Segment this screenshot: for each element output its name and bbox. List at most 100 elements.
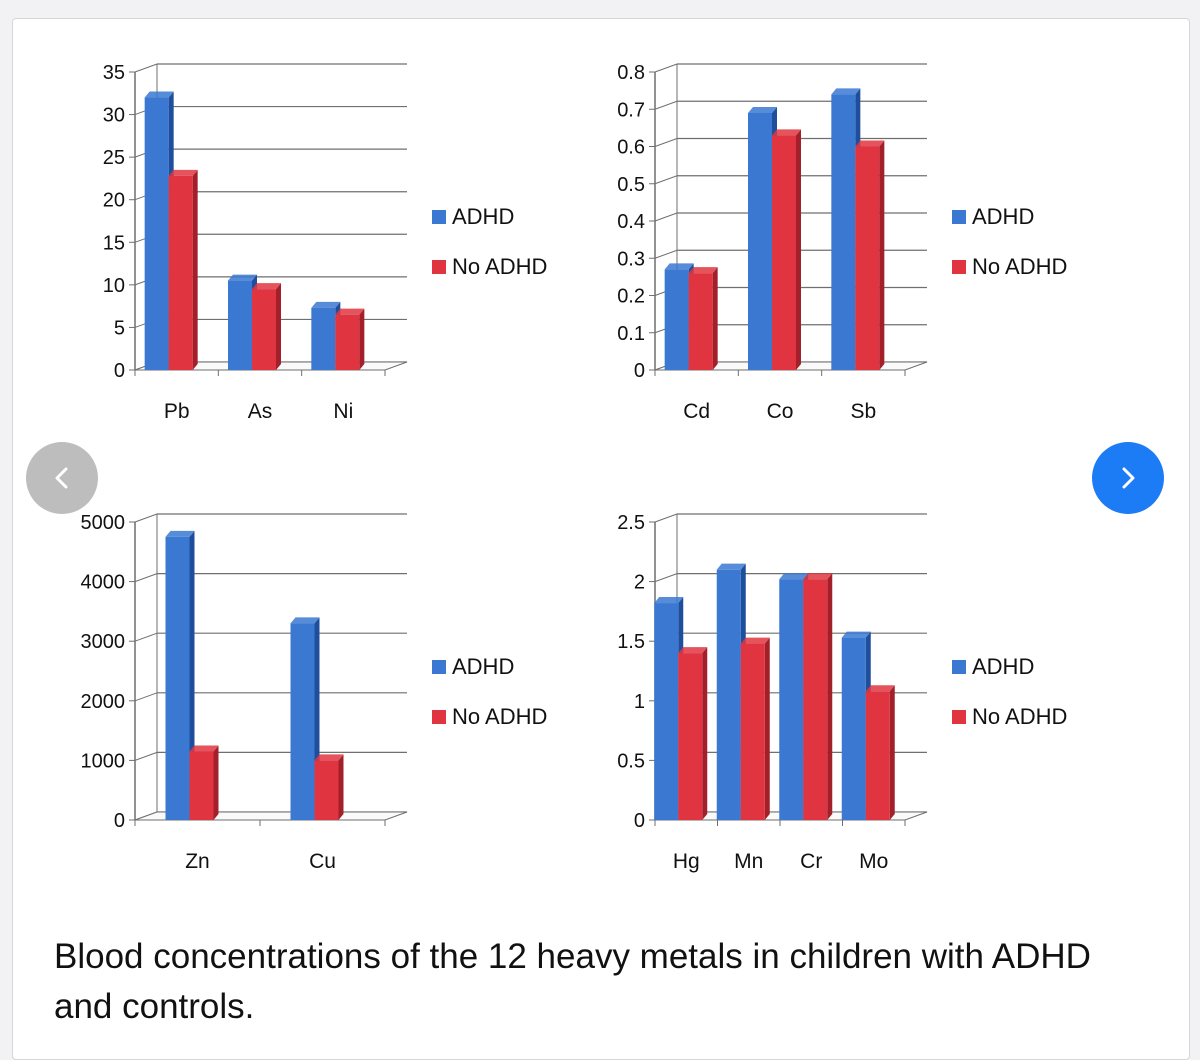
y-tick-label: 1 [634, 691, 645, 713]
x-tick-label-hg: Hg [673, 850, 700, 873]
bar-front [654, 603, 679, 820]
legend-swatch-no-adhd [952, 260, 966, 274]
chart-hg-mn-cr-mo: 0 0.5 1 1.5 2 2.5 Hg Mn Cr Mo ADHD No ADHD [617, 512, 1067, 873]
y-tick-label: 2.5 [617, 512, 645, 534]
bar-mn-no-adhd [740, 637, 770, 820]
bar-as-no-adhd [252, 283, 281, 370]
bar-mo-no-adhd [865, 685, 895, 820]
bar-front [772, 135, 796, 370]
chevron-right-icon [1122, 467, 1135, 489]
y-tick-label: 5000 [81, 512, 126, 534]
bar-hg-no-adhd [678, 647, 708, 820]
x-tick-label-mn: Mn [734, 850, 763, 873]
bar-top [165, 530, 195, 537]
y-tick-label: 0 [634, 810, 645, 832]
bar-front [748, 112, 772, 370]
bar-front [228, 280, 252, 370]
bar-side [213, 745, 219, 820]
bar-top [865, 685, 895, 692]
legend-swatch-no-adhd [432, 260, 446, 274]
grid-depth-line [654, 175, 678, 185]
y-tick-label: 0.5 [617, 174, 645, 196]
grid-depth-line [134, 632, 158, 642]
bar-side [796, 129, 801, 370]
legend-label-adhd: ADHD [972, 654, 1034, 679]
legend-label-adhd: ADHD [452, 204, 514, 229]
y-tick-label: 0.8 [617, 62, 645, 84]
y-tick-label: 0.5 [617, 750, 645, 772]
bar-sb-no-adhd [855, 140, 885, 370]
bar-as-adhd [228, 274, 257, 370]
legend-label-adhd: ADHD [452, 654, 514, 679]
y-tick-label: 5 [114, 317, 125, 339]
legend-swatch-no-adhd [952, 710, 966, 724]
bar-front [779, 579, 804, 820]
y-tick-label: 3000 [81, 631, 126, 653]
bar-top [779, 573, 809, 580]
y-tick-label: 0.6 [617, 137, 645, 159]
legend-label-no-adhd: No ADHD [972, 254, 1067, 279]
y-tick-label: 0.7 [617, 99, 645, 121]
bar-top [290, 617, 320, 624]
grid-depth-line [654, 513, 678, 523]
bar-top [228, 274, 257, 281]
bar-top [168, 169, 198, 176]
grid-depth-line [134, 751, 158, 761]
bar-ni-no-adhd [335, 308, 365, 370]
x-tick-label-pb: Pb [164, 400, 190, 423]
previous-image-button[interactable] [26, 442, 98, 514]
x-tick-label-cd: Cd [683, 400, 710, 423]
y-tick-label: 2000 [81, 691, 126, 713]
x-tick-label-sb: Sb [850, 400, 876, 423]
bar-front [855, 146, 880, 370]
bar-front [841, 637, 866, 820]
bar-cu-no-adhd [314, 754, 344, 820]
bar-front [688, 273, 713, 370]
bar-front [314, 760, 339, 820]
figure-caption: Blood concentrations of the 12 heavy met… [54, 937, 1091, 1026]
next-image-button[interactable] [1092, 442, 1164, 514]
bar-front [168, 175, 193, 370]
bar-top [335, 308, 365, 315]
grid-depth-line [134, 692, 158, 702]
bar-zn-no-adhd [189, 745, 219, 820]
bar-side [702, 647, 708, 820]
bar-pb-no-adhd [168, 169, 198, 370]
bar-top [144, 91, 174, 98]
y-tick-label: 25 [103, 147, 125, 169]
grid-depth-line [134, 513, 158, 523]
bar-front [252, 289, 276, 370]
bar-side [827, 573, 833, 820]
bar-front [290, 623, 315, 820]
bar-cd-no-adhd [688, 267, 718, 370]
grid-depth-line [654, 100, 678, 110]
bar-side [338, 754, 344, 820]
y-tick-label: 0 [634, 360, 645, 382]
y-tick-label: 30 [103, 105, 125, 127]
legend-swatch-adhd [432, 210, 446, 224]
legend-swatch-adhd [952, 660, 966, 674]
bar-top [841, 631, 871, 638]
y-tick-label: 2 [634, 572, 645, 594]
legend-swatch-adhd [952, 210, 966, 224]
grid-depth-line [654, 63, 678, 73]
bar-top [314, 754, 344, 761]
x-tick-label-zn: Zn [185, 850, 210, 873]
bar-cr-no-adhd [803, 573, 833, 820]
y-tick-label: 0.4 [617, 211, 645, 233]
bar-front [831, 94, 856, 370]
bar-front [740, 643, 765, 820]
bar-top [252, 283, 281, 290]
y-tick-label: 20 [103, 190, 125, 212]
legend-label-no-adhd: No ADHD [452, 254, 547, 279]
bar-front [189, 751, 214, 820]
chevron-left-icon [55, 467, 68, 489]
chart-pb-as-ni: 0 5 10 15 20 25 30 35 Pb As Ni ADHD No ADHD [103, 62, 548, 423]
bar-top [189, 745, 219, 752]
legend-label-no-adhd: No ADHD [972, 704, 1067, 729]
y-tick-label: 0.2 [617, 286, 645, 308]
bar-front [716, 569, 741, 820]
bar-front [664, 269, 689, 370]
grid-depth-line [654, 249, 678, 259]
bar-side [764, 637, 770, 820]
